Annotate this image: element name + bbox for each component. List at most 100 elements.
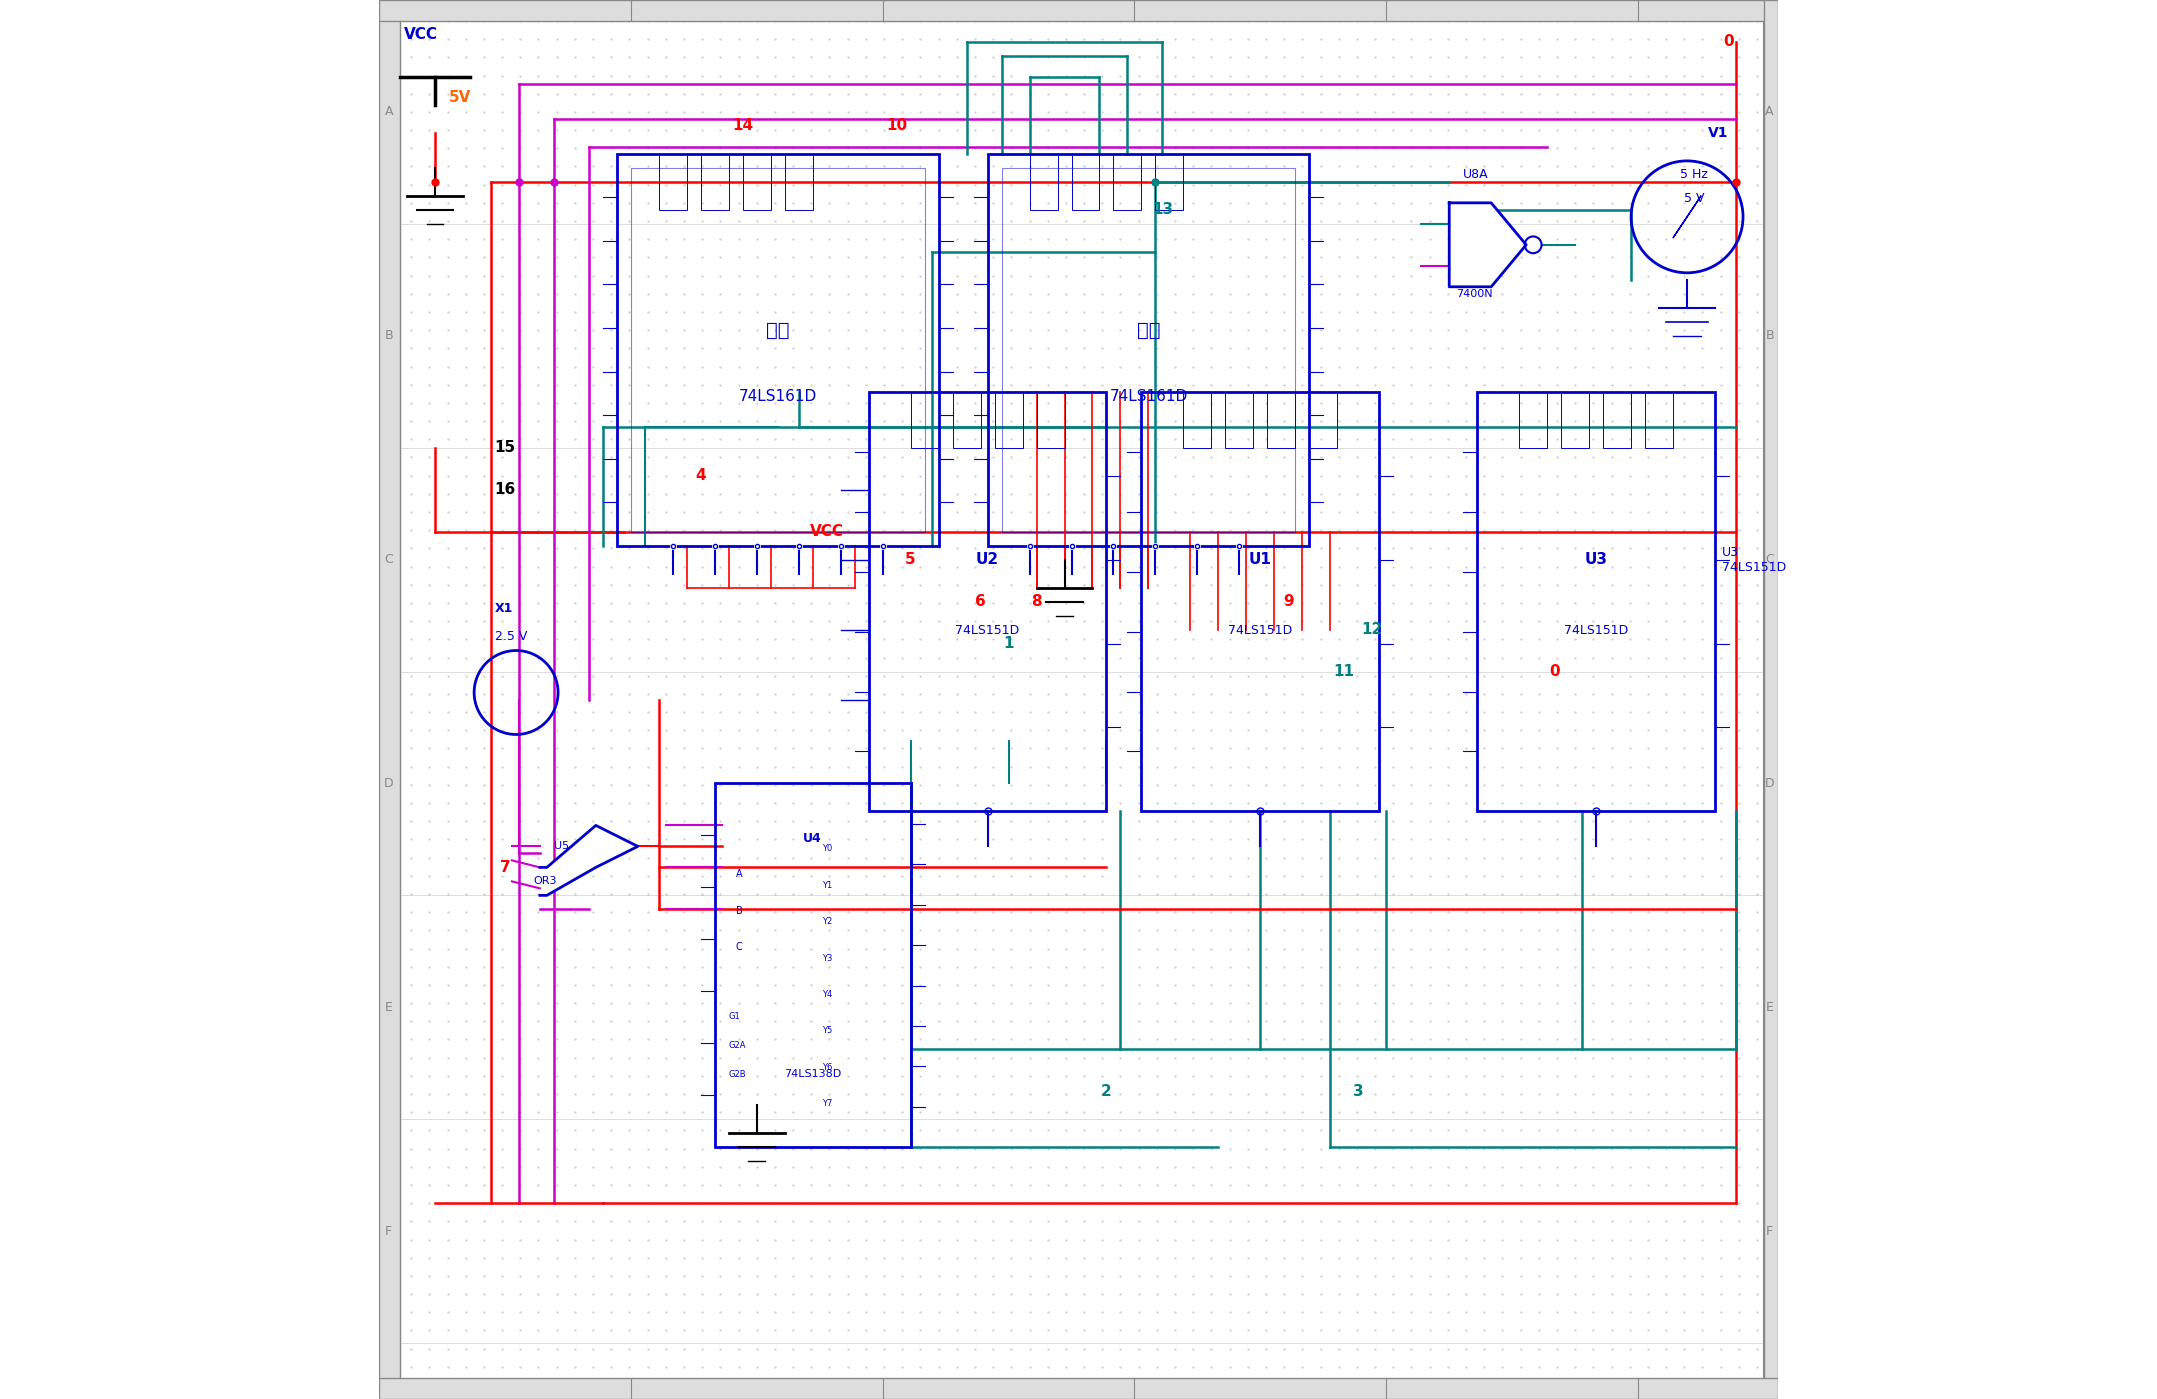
Text: 14: 14 bbox=[731, 119, 753, 133]
Text: E: E bbox=[1767, 1000, 1773, 1014]
Text: 74LS151D: 74LS151D bbox=[956, 624, 1020, 638]
Text: 5: 5 bbox=[906, 553, 917, 567]
Text: 7: 7 bbox=[500, 860, 511, 874]
Bar bbox=[1478, 392, 1715, 811]
Text: 高片: 高片 bbox=[766, 320, 789, 340]
Text: U4: U4 bbox=[802, 831, 822, 845]
Text: U3: U3 bbox=[1585, 553, 1607, 567]
Text: 74LS161D: 74LS161D bbox=[738, 389, 818, 404]
Text: 13: 13 bbox=[1152, 203, 1173, 217]
Bar bbox=[1072, 154, 1100, 210]
Text: Y1: Y1 bbox=[822, 881, 833, 890]
Text: G2A: G2A bbox=[729, 1041, 746, 1049]
Text: OR3: OR3 bbox=[533, 876, 557, 887]
Text: Y6: Y6 bbox=[822, 1063, 833, 1072]
Text: Y5: Y5 bbox=[822, 1027, 833, 1035]
Text: V1: V1 bbox=[1708, 126, 1728, 140]
Text: 5 Hz: 5 Hz bbox=[1680, 168, 1708, 182]
Text: B: B bbox=[384, 329, 393, 343]
Bar bbox=[1764, 0, 1777, 1399]
Text: 2: 2 bbox=[1100, 1084, 1111, 1098]
Bar bbox=[1029, 154, 1057, 210]
Text: 74LS151D: 74LS151D bbox=[1564, 624, 1629, 638]
Text: B: B bbox=[736, 905, 742, 916]
Bar bbox=[658, 154, 686, 210]
Bar bbox=[742, 154, 770, 210]
Text: D: D bbox=[1764, 776, 1775, 790]
Text: G2B: G2B bbox=[729, 1070, 746, 1079]
Text: 10: 10 bbox=[887, 119, 908, 133]
Text: 16: 16 bbox=[494, 483, 516, 497]
Text: 0: 0 bbox=[1549, 665, 1560, 679]
Bar bbox=[701, 154, 729, 210]
Text: 4: 4 bbox=[695, 469, 705, 483]
Bar bbox=[380, 1378, 1777, 1399]
Text: Y4: Y4 bbox=[822, 990, 833, 999]
Text: 5V: 5V bbox=[449, 91, 472, 105]
Polygon shape bbox=[539, 825, 638, 895]
Bar bbox=[617, 154, 938, 546]
Text: U2: U2 bbox=[975, 553, 999, 567]
Text: 5 V: 5 V bbox=[1685, 192, 1704, 206]
Text: 3: 3 bbox=[1352, 1084, 1363, 1098]
Text: Y0: Y0 bbox=[822, 845, 833, 853]
Bar bbox=[994, 392, 1022, 448]
Text: 9: 9 bbox=[1283, 595, 1294, 609]
Bar bbox=[1603, 392, 1631, 448]
Text: U8A: U8A bbox=[1462, 168, 1488, 182]
Text: VCC: VCC bbox=[809, 525, 843, 539]
Bar bbox=[869, 392, 1107, 811]
Text: Y7: Y7 bbox=[822, 1100, 833, 1108]
Text: 7400N: 7400N bbox=[1456, 288, 1493, 299]
Text: 8: 8 bbox=[1031, 595, 1042, 609]
Bar bbox=[1519, 392, 1547, 448]
Text: A: A bbox=[736, 869, 742, 880]
Text: Y2: Y2 bbox=[822, 918, 833, 926]
Text: X1: X1 bbox=[496, 602, 513, 616]
Text: 0: 0 bbox=[1723, 35, 1734, 49]
Text: G1: G1 bbox=[729, 1011, 740, 1021]
Bar bbox=[953, 392, 981, 448]
Bar bbox=[988, 154, 1309, 546]
Bar bbox=[1113, 154, 1141, 210]
Text: E: E bbox=[384, 1000, 393, 1014]
Bar bbox=[714, 783, 910, 1147]
Bar bbox=[1141, 392, 1378, 811]
Text: C: C bbox=[384, 553, 393, 567]
Bar bbox=[1646, 392, 1674, 448]
Text: Y3: Y3 bbox=[822, 954, 833, 963]
Bar bbox=[1309, 392, 1337, 448]
Text: C: C bbox=[1764, 553, 1773, 567]
Bar bbox=[1268, 392, 1296, 448]
Polygon shape bbox=[1450, 203, 1527, 287]
Text: 低片: 低片 bbox=[1137, 320, 1160, 340]
Text: 12: 12 bbox=[1361, 623, 1383, 637]
Text: F: F bbox=[1767, 1224, 1773, 1238]
Bar bbox=[1156, 154, 1184, 210]
Bar bbox=[630, 168, 925, 532]
Text: 6: 6 bbox=[975, 595, 986, 609]
Text: A: A bbox=[384, 105, 393, 119]
Text: C: C bbox=[736, 942, 742, 953]
Bar bbox=[910, 392, 938, 448]
Bar bbox=[1225, 392, 1253, 448]
Text: 74LS161D: 74LS161D bbox=[1109, 389, 1189, 404]
Bar bbox=[380, 0, 1777, 21]
Text: 74LS138D: 74LS138D bbox=[783, 1069, 841, 1080]
Text: 15: 15 bbox=[494, 441, 516, 455]
Bar bbox=[380, 0, 399, 1399]
Bar bbox=[1038, 392, 1066, 448]
Text: 1: 1 bbox=[1003, 637, 1014, 651]
Text: D: D bbox=[384, 776, 393, 790]
Text: 2.5 V: 2.5 V bbox=[496, 630, 528, 644]
Bar bbox=[1001, 168, 1296, 532]
Bar bbox=[1562, 392, 1590, 448]
Text: VCC: VCC bbox=[403, 27, 438, 42]
Text: A: A bbox=[1764, 105, 1773, 119]
Bar bbox=[785, 154, 813, 210]
Text: B: B bbox=[1764, 329, 1773, 343]
Text: U1: U1 bbox=[1249, 553, 1273, 567]
Text: U5: U5 bbox=[554, 841, 569, 852]
Text: F: F bbox=[386, 1224, 393, 1238]
Bar bbox=[1184, 392, 1212, 448]
